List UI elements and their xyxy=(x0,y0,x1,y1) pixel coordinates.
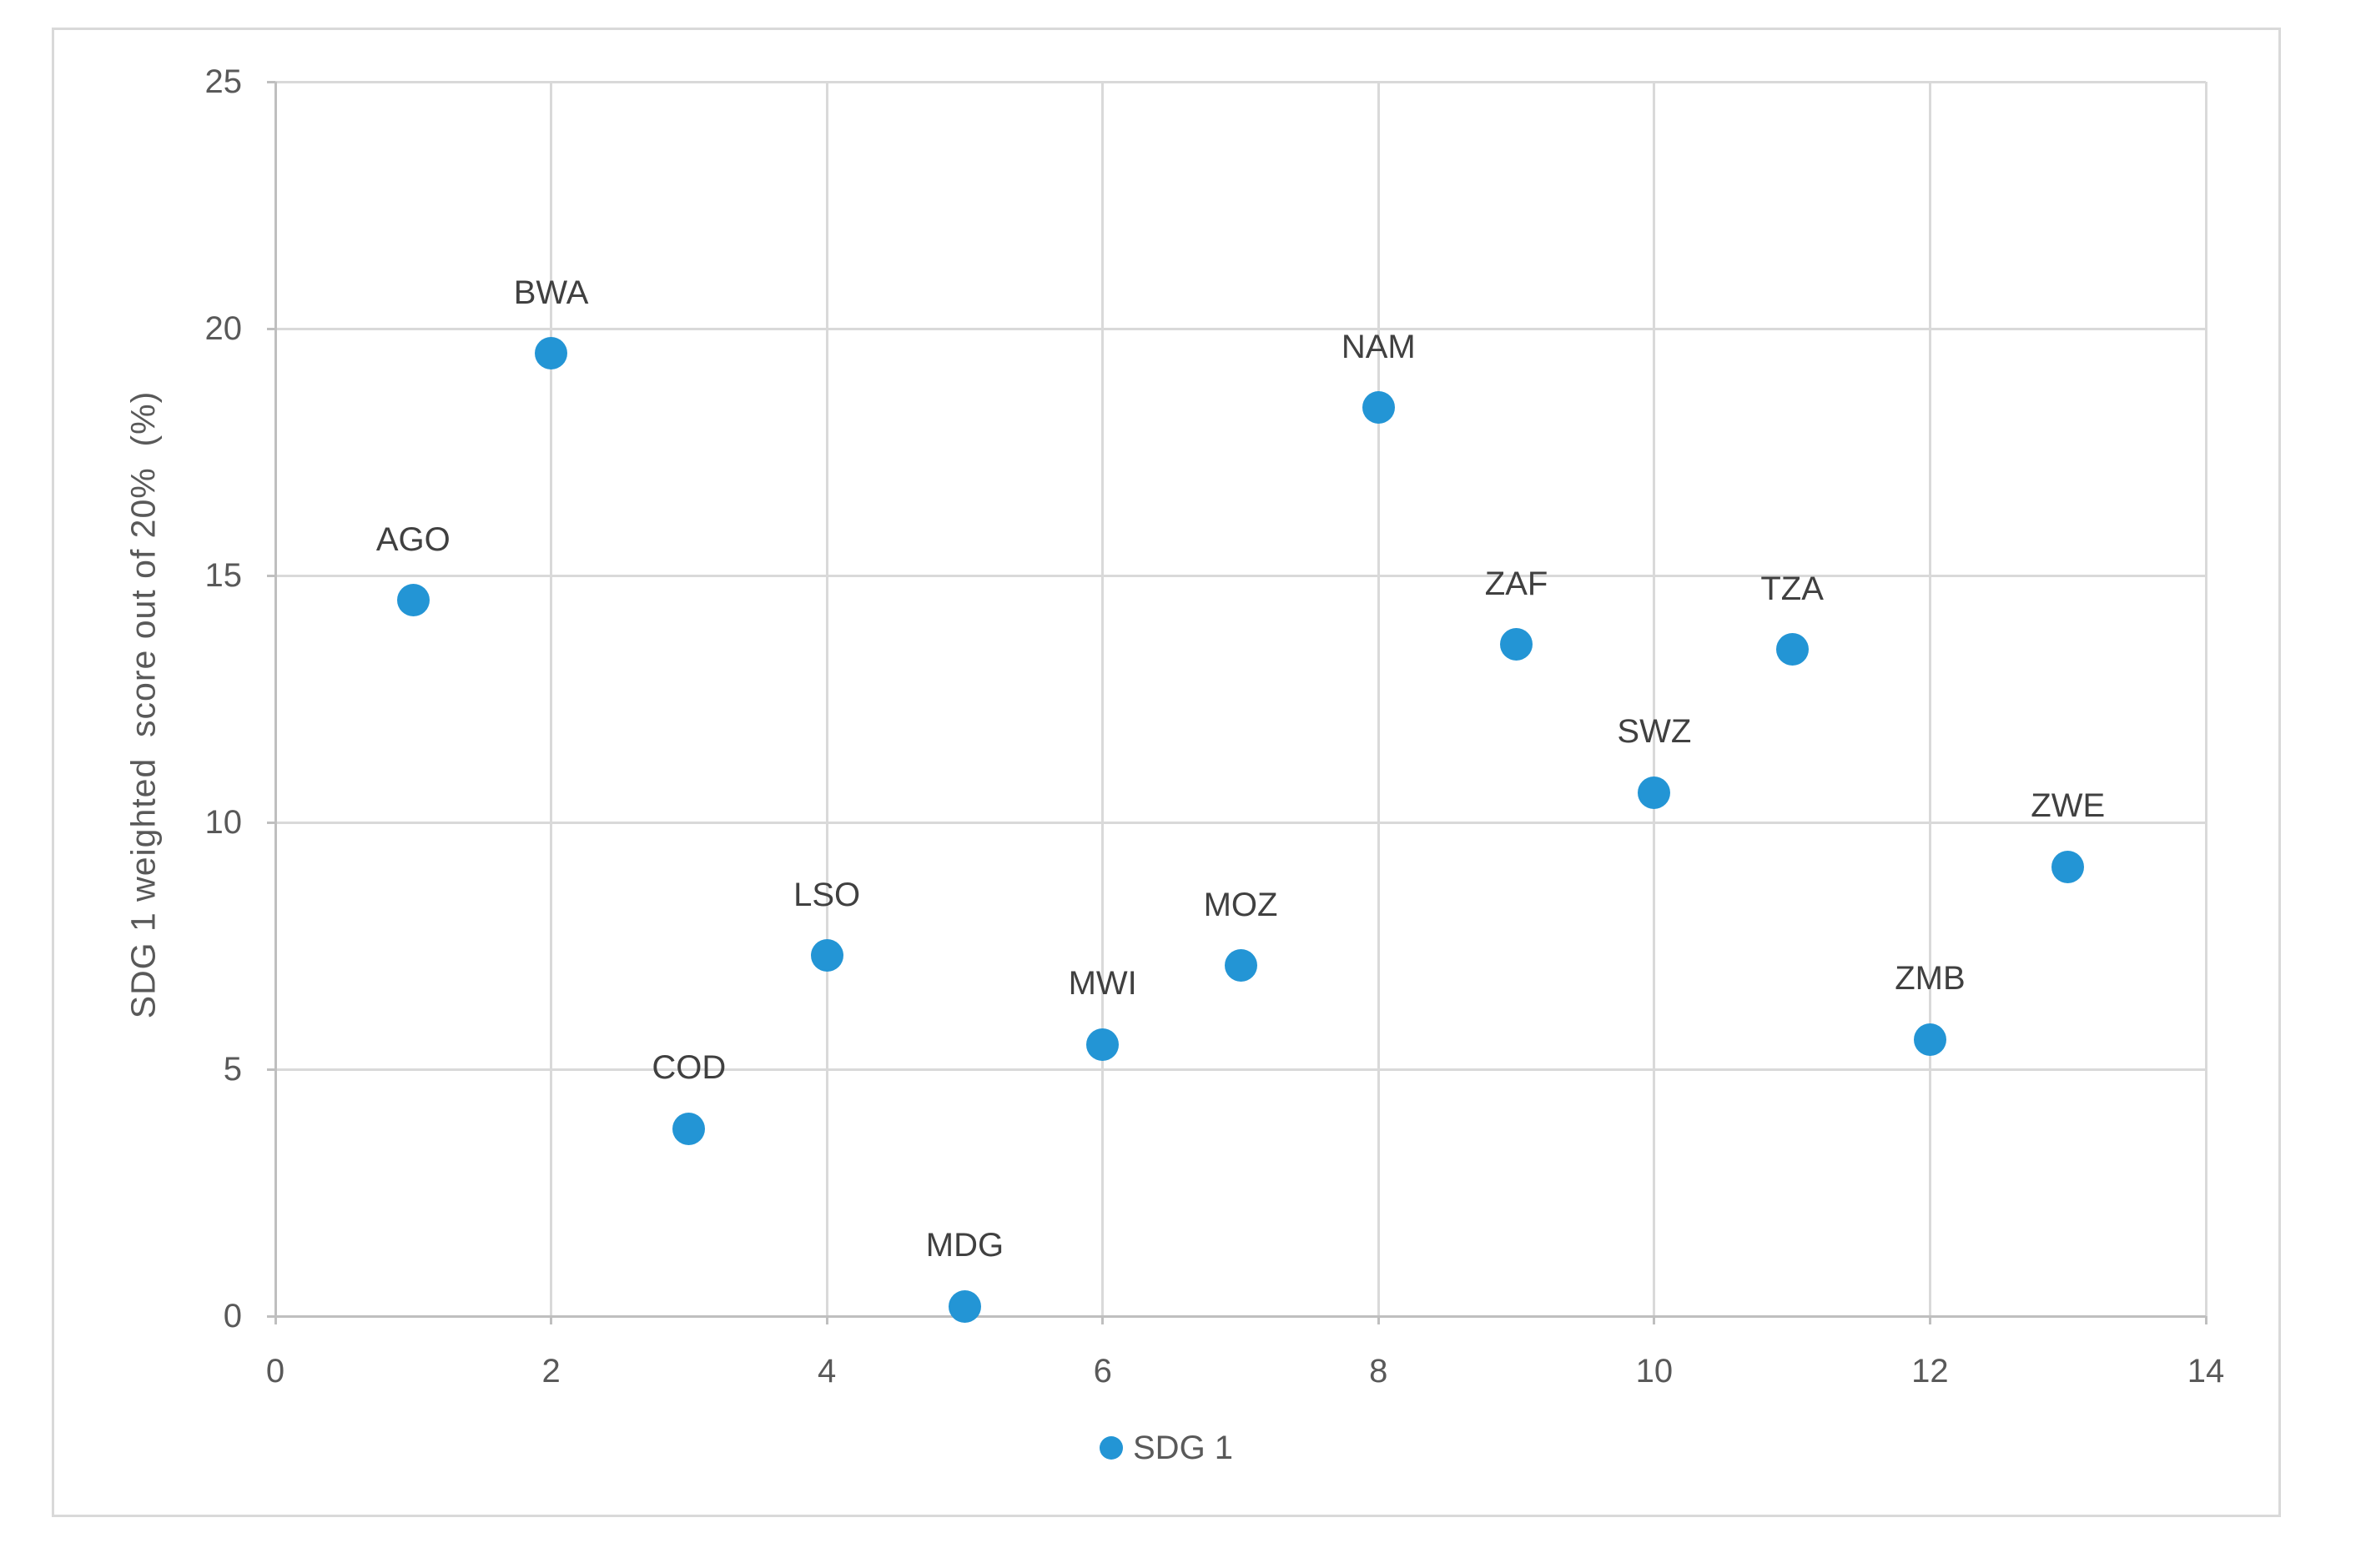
point-label-ZWE: ZWE xyxy=(2031,787,2106,825)
gridline-x-8 xyxy=(1377,82,1380,1316)
gridline-y-15 xyxy=(275,574,2206,577)
x-tick-label-2: 2 xyxy=(541,1353,561,1390)
x-tick-label-12: 12 xyxy=(1911,1353,1949,1390)
x-tick-mark-0 xyxy=(274,1316,277,1324)
x-tick-mark-14 xyxy=(2204,1316,2207,1324)
data-point-MWI[interactable] xyxy=(1086,1028,1120,1061)
point-label-LSO: LSO xyxy=(793,876,861,913)
gridline-y-5 xyxy=(275,1068,2206,1071)
x-tick-mark-8 xyxy=(1377,1316,1380,1324)
y-axis-title: SDG 1 weighted score out of 20% (%) xyxy=(123,390,163,1019)
y-tick-label-10: 10 xyxy=(204,804,243,841)
x-tick-label-6: 6 xyxy=(1093,1353,1112,1390)
point-label-ZMB: ZMB xyxy=(1895,960,1966,998)
point-label-ZAF: ZAF xyxy=(1484,565,1548,602)
x-tick-label-8: 8 xyxy=(1369,1353,1388,1390)
x-tick-label-4: 4 xyxy=(818,1353,837,1390)
chart-frame xyxy=(52,28,2281,1517)
data-point-AGO[interactable] xyxy=(396,584,430,617)
data-point-ZAF[interactable] xyxy=(1500,628,1533,661)
gridline-x-4 xyxy=(825,82,828,1316)
y-tick-label-0: 0 xyxy=(223,1298,242,1334)
point-label-COD: COD xyxy=(652,1049,727,1087)
y-tick-mark-5 xyxy=(267,1068,275,1071)
gridline-y-25 xyxy=(275,80,2206,83)
legend-marker-icon xyxy=(1100,1436,1123,1460)
y-tick-label-15: 15 xyxy=(204,557,243,594)
x-tick-mark-10 xyxy=(1653,1316,1656,1324)
x-tick-mark-4 xyxy=(825,1316,828,1324)
legend[interactable]: SDG 1 xyxy=(1100,1428,1233,1468)
data-point-ZMB[interactable] xyxy=(1913,1023,1946,1056)
gridline-x-14 xyxy=(2204,82,2207,1316)
data-point-MDG[interactable] xyxy=(948,1289,981,1323)
data-point-ZWE[interactable] xyxy=(2051,850,2085,883)
point-label-NAM: NAM xyxy=(1341,328,1416,365)
gridline-x-10 xyxy=(1653,82,1656,1316)
x-tick-label-10: 10 xyxy=(1635,1353,1674,1390)
data-point-NAM[interactable] xyxy=(1362,391,1395,425)
gridline-x-2 xyxy=(550,82,553,1316)
y-tick-mark-20 xyxy=(267,327,275,330)
gridline-x-6 xyxy=(1101,82,1105,1316)
point-label-SWZ: SWZ xyxy=(1617,713,1692,751)
point-label-MWI: MWI xyxy=(1068,965,1137,1003)
point-label-MOZ: MOZ xyxy=(1203,886,1278,923)
x-tick-mark-12 xyxy=(1928,1316,1931,1324)
x-tick-label-0: 0 xyxy=(265,1353,285,1390)
point-label-BWA: BWA xyxy=(513,274,589,311)
y-axis-line xyxy=(274,82,277,1319)
legend-label: SDG 1 xyxy=(1133,1430,1234,1466)
y-tick-label-5: 5 xyxy=(223,1051,242,1088)
point-label-AGO: AGO xyxy=(375,520,451,558)
data-point-COD[interactable] xyxy=(672,1112,706,1145)
x-tick-label-14: 14 xyxy=(2187,1353,2225,1390)
y-tick-mark-10 xyxy=(267,821,275,824)
data-point-LSO[interactable] xyxy=(810,939,843,972)
data-point-MOZ[interactable] xyxy=(1224,949,1257,983)
data-point-TZA[interactable] xyxy=(1775,633,1809,666)
y-tick-label-20: 20 xyxy=(204,310,243,347)
data-point-BWA[interactable] xyxy=(535,337,568,370)
y-tick-mark-25 xyxy=(267,80,275,83)
x-axis-line xyxy=(275,1314,2206,1318)
data-point-SWZ[interactable] xyxy=(1638,776,1671,809)
x-tick-mark-2 xyxy=(550,1316,553,1324)
point-label-TZA: TZA xyxy=(1760,570,1824,607)
gridline-y-10 xyxy=(275,821,2206,824)
gridline-y-20 xyxy=(275,327,2206,330)
y-tick-label-25: 25 xyxy=(204,63,243,100)
y-tick-mark-15 xyxy=(267,574,275,577)
gridline-x-12 xyxy=(1928,82,1931,1316)
x-tick-mark-6 xyxy=(1101,1316,1105,1324)
point-label-MDG: MDG xyxy=(925,1227,1004,1264)
y-tick-mark-0 xyxy=(267,1314,275,1318)
